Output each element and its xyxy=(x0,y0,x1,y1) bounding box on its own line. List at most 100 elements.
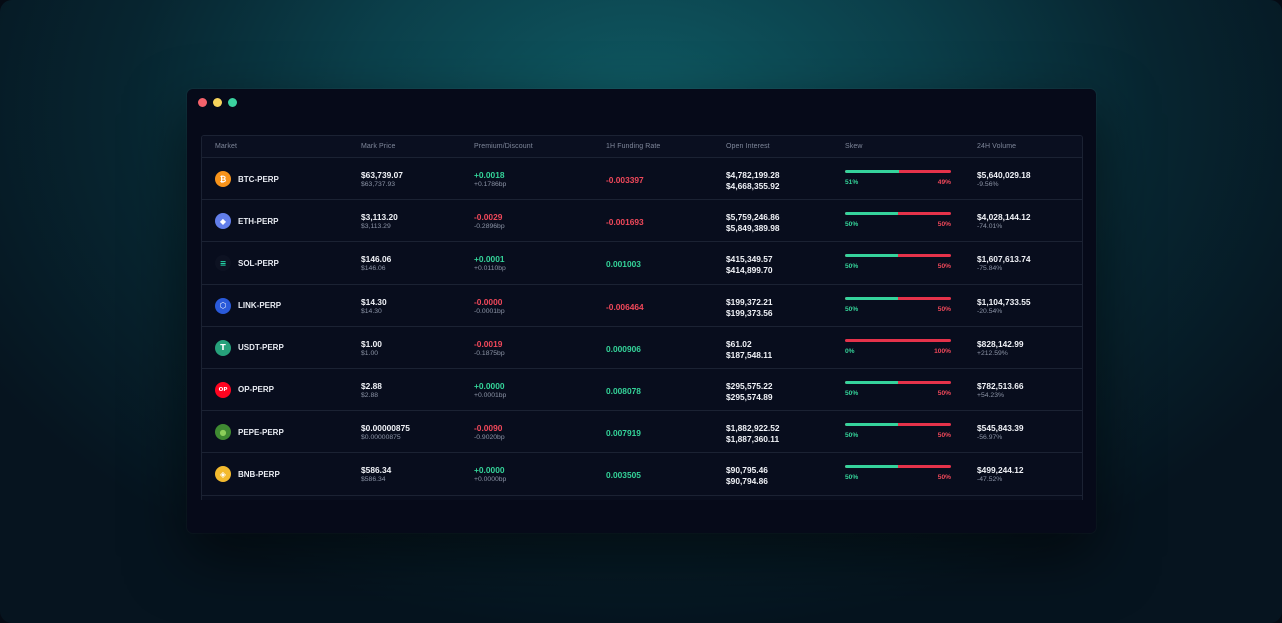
mark-price: $0.00000875 xyxy=(361,423,410,434)
mark-price: $586.34 xyxy=(361,465,392,476)
table-row[interactable]: ● PEPE-PERP $0.00000875 $0.00000875 -0.0… xyxy=(202,411,1082,454)
volume-cell: $499,244.12 -47.52% xyxy=(977,465,1024,485)
open-interest-cell: $5,759,246.86 $5,849,389.98 xyxy=(726,212,780,234)
mark-price-cell: $63,739.07 $63,737.93 xyxy=(361,170,403,190)
tether-icon: T xyxy=(215,339,231,356)
skew-short-label: 50% xyxy=(937,432,951,440)
skew-bar xyxy=(845,380,951,384)
close-window-button[interactable] xyxy=(198,98,207,107)
column-header-premium[interactable]: Premium/Discount xyxy=(474,143,533,150)
volume-change: -47.52% xyxy=(977,476,1003,484)
premium-bp: +0.0001bp xyxy=(474,391,507,399)
maximize-window-button[interactable] xyxy=(228,98,237,107)
volume-change: -20.54% xyxy=(977,307,1003,315)
table-row[interactable]: ◆ ETH-PERP $3,113.20 $3,113.29 -0.0029 -… xyxy=(202,200,1082,243)
open-interest-long: $5,759,246.86 xyxy=(726,212,780,223)
open-interest-cell: $90,795.46 $90,794.86 xyxy=(726,465,768,487)
open-interest-short: $90,794.86 xyxy=(726,476,768,487)
mark-price: $63,739.07 xyxy=(361,170,403,180)
market-name: ETH-PERP xyxy=(238,216,279,226)
mark-price: $3,113.20 xyxy=(361,212,398,223)
funding-rate: 0.000906 xyxy=(606,343,641,354)
table-row[interactable]: ⬡ LINK-PERP $14.30 $14.30 -0.0000 -0.000… xyxy=(202,285,1082,327)
column-header-volume[interactable]: 24H Volume xyxy=(977,143,1017,150)
column-header-funding-rate[interactable]: 1H Funding Rate xyxy=(606,143,661,150)
skew-bar xyxy=(845,296,951,300)
market-name: BTC-PERP xyxy=(238,174,279,184)
funding-rate: -0.006464 xyxy=(606,301,644,312)
skew-short-label: 50% xyxy=(937,221,951,229)
premium-bp: +0.0110bp xyxy=(474,265,506,273)
mark-price-cell: $2.88 $2.88 xyxy=(361,381,382,401)
solana-icon: ≡ xyxy=(215,255,231,272)
open-interest-long: $199,372.21 xyxy=(726,296,773,307)
premium-value: -0.0000 xyxy=(474,296,503,307)
skew-bar xyxy=(845,212,951,216)
column-header-skew[interactable]: Skew xyxy=(845,143,863,150)
pepe-icon: ● xyxy=(215,424,231,441)
premium-cell: +0.0018 +0.1786bp xyxy=(474,170,506,190)
open-interest-long: $1,882,922.52 xyxy=(726,423,780,434)
premium-cell: -0.0090 -0.9020bp xyxy=(474,423,505,443)
premium-value: -0.0090 xyxy=(474,423,503,434)
volume-value: $5,640,029.18 xyxy=(977,170,1031,180)
open-interest-short: $187,548.11 xyxy=(726,349,773,360)
skew-long-label: 0% xyxy=(845,347,855,355)
skew-bar xyxy=(845,423,951,427)
funding-rate: 0.007919 xyxy=(606,428,641,439)
volume-change: +54.23% xyxy=(977,391,1005,399)
premium-value: -0.0029 xyxy=(474,212,503,223)
index-price: $146.06 xyxy=(361,265,386,273)
open-interest-cell: $1,882,922.52 $1,887,360.11 xyxy=(726,423,780,445)
column-header-mark-price[interactable]: Mark Price xyxy=(361,143,396,150)
skew-cell: 51% 49% xyxy=(845,170,951,188)
volume-value: $782,513.66 xyxy=(977,380,1024,391)
open-interest-cell: $295,575.22 $295,574.89 xyxy=(726,381,773,403)
volume-change: -56.97% xyxy=(977,434,1003,442)
table-row[interactable]: OP OP-PERP $2.88 $2.88 +0.0000 +0.0001bp… xyxy=(202,369,1082,412)
skew-bar-long-fill xyxy=(845,423,898,427)
minimize-window-button[interactable] xyxy=(213,98,222,107)
app-window: Market Mark Price Premium/Discount 1H Fu… xyxy=(187,89,1096,533)
market-name: PEPE-PERP xyxy=(238,427,284,437)
volume-change: +212.59% xyxy=(977,349,1008,357)
ethereum-icon: ◆ xyxy=(215,213,231,230)
skew-cell: 50% 50% xyxy=(845,465,951,483)
mark-price-cell: $146.06 $146.06 xyxy=(361,254,391,274)
open-interest-cell: $415,349.57 $414,899.70 xyxy=(726,254,773,276)
column-header-market[interactable]: Market xyxy=(215,143,237,150)
market-name: LINK-PERP xyxy=(238,301,282,311)
table-row[interactable]: T USDT-PERP $1.00 $1.00 -0.0019 -0.1875b… xyxy=(202,327,1082,369)
premium-value: +0.0001 xyxy=(474,254,505,265)
market-name: OP-PERP xyxy=(238,385,275,395)
index-price: $14.30 xyxy=(361,307,382,315)
table-row[interactable]: ≡ SOL-PERP $146.06 $146.06 +0.0001 +0.01… xyxy=(202,242,1082,285)
market-cell: T USDT-PERP xyxy=(215,339,284,356)
open-interest-long: $4,782,199.28 xyxy=(726,170,780,180)
volume-cell: $545,843.39 -56.97% xyxy=(977,423,1024,443)
premium-cell: -0.0029 -0.2896bp xyxy=(474,212,505,232)
skew-bar xyxy=(845,254,951,258)
funding-rate: 0.003505 xyxy=(606,470,641,481)
skew-bar-long-fill xyxy=(845,254,898,258)
table-row[interactable]: ₿ BTC-PERP $63,739.07 $63,737.93 +0.0018… xyxy=(202,158,1082,201)
premium-value: +0.0000 xyxy=(474,465,505,476)
table-row[interactable]: ◈ BNB-PERP $586.34 $586.34 +0.0000 +0.00… xyxy=(202,453,1082,496)
open-interest-cell: $4,782,199.28 $4,668,355.92 xyxy=(726,170,780,192)
open-interest-short: $5,849,389.98 xyxy=(726,223,780,234)
premium-bp: -0.9020bp xyxy=(474,434,505,442)
market-cell: ◆ ETH-PERP xyxy=(215,213,279,230)
skew-short-label: 50% xyxy=(937,263,951,271)
skew-long-label: 50% xyxy=(845,305,859,313)
funding-rate: 0.001003 xyxy=(606,259,641,270)
column-header-open-interest[interactable]: Open Interest xyxy=(726,143,770,150)
volume-cell: $1,104,733.55 -20.54% xyxy=(977,297,1031,317)
open-interest-long: $61.02 xyxy=(726,338,752,349)
open-interest-short: $295,574.89 xyxy=(726,391,773,402)
skew-cell: 50% 50% xyxy=(845,254,951,272)
mark-price-cell: $0.00000875 $0.00000875 xyxy=(361,423,410,443)
premium-value: -0.0019 xyxy=(474,338,503,349)
volume-value: $545,843.39 xyxy=(977,423,1024,434)
premium-cell: +0.0000 +0.0001bp xyxy=(474,381,506,401)
